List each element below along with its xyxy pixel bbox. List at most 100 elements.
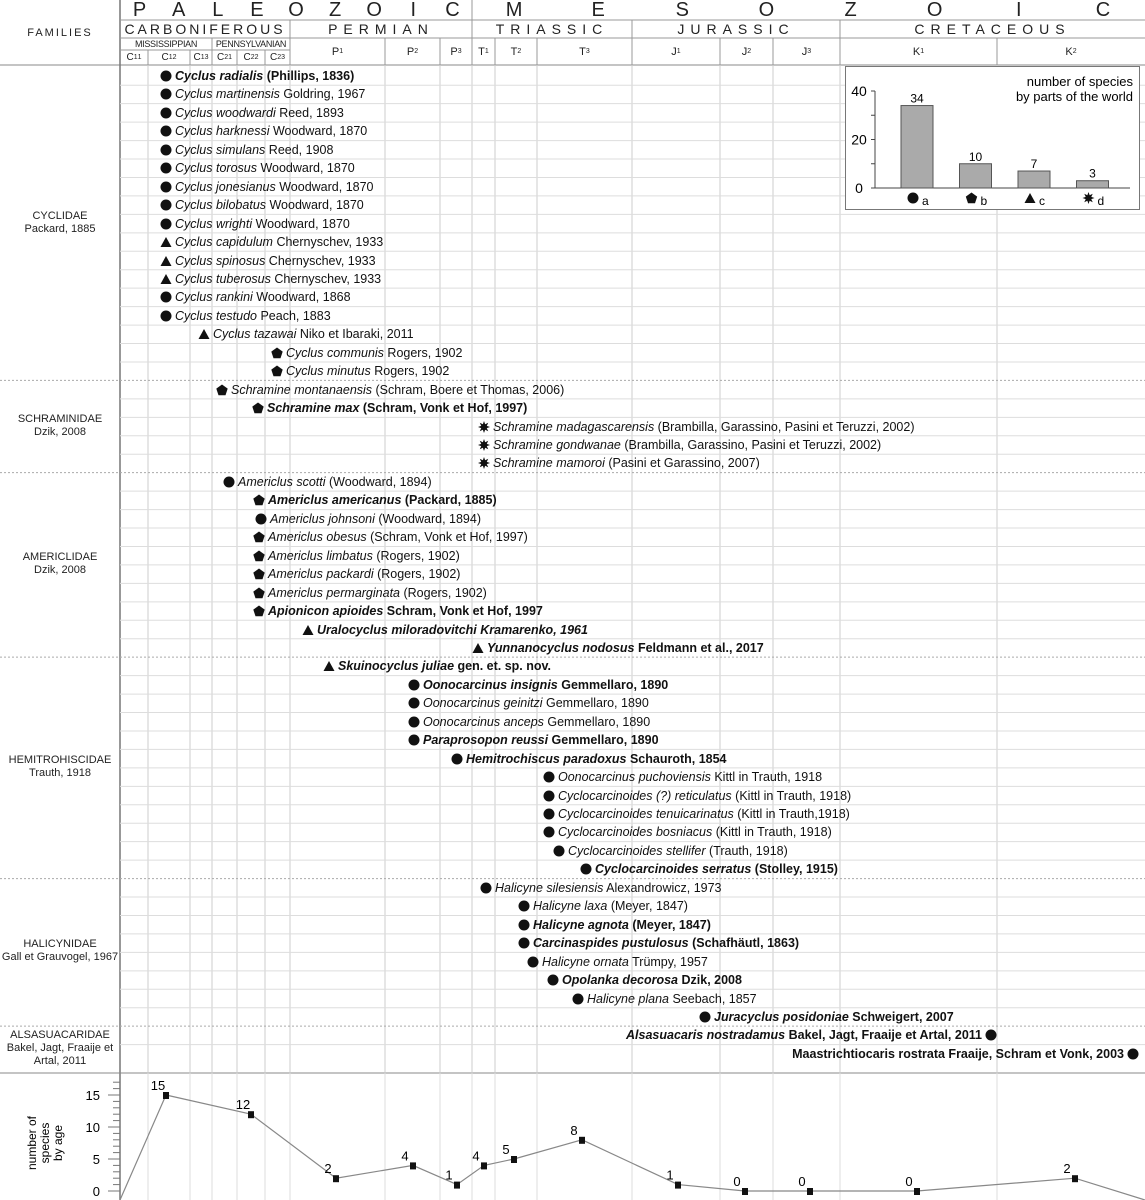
species-author: (Woodward, 1894) [325, 474, 432, 489]
pentagon-symbol-icon [965, 192, 978, 204]
triangle-legend-icon [1024, 193, 1036, 203]
species-label: Cyclus wrighti Woodward, 1870 [175, 216, 350, 232]
subdivision-sub: 3 [585, 48, 590, 55]
subdivision-base: P [450, 45, 458, 58]
y-tick-label: 0 [93, 1184, 100, 1199]
species-name: Hemitrochiscus paradoxus [466, 751, 627, 766]
species-author: Goldring, 1967 [279, 87, 366, 102]
species-name: Cyclocarcinoides (?) reticulatus [558, 788, 732, 803]
family-author: Trauth, 1918 [29, 766, 91, 779]
circle-symbol-icon [160, 144, 172, 156]
y-tick-label: 10 [86, 1120, 100, 1135]
species-entry: Cyclus tuberosus Chernyschev, 1933 [160, 271, 381, 287]
period-cretaceous: CRETACEOUS [914, 21, 1071, 37]
species-label: Cyclus minutus Rogers, 1902 [286, 363, 449, 379]
subdivision-sub: 1 [168, 54, 173, 61]
species-name: Cyclocarcinoides serratus [595, 862, 752, 877]
subdivision-sub: 1 [920, 48, 925, 55]
pentagon-symbol-icon [253, 587, 265, 598]
species-entry: Cyclus woodwardi Reed, 1893 [160, 105, 344, 121]
species-label: Maastrichtiocaris rostrata Fraaije, Schr… [792, 1046, 1124, 1062]
y-axis-label: number ofspeciesby age [25, 1115, 65, 1170]
species-name: Cyclus minutus [286, 364, 371, 379]
species-entry: Cyclus spinosus Chernyschev, 1933 [160, 253, 376, 269]
species-name: Cyclus torosus [175, 161, 257, 176]
species-label: Cyclocarcinoides stellifer (Trauth, 1918… [568, 843, 788, 859]
species-author: (Packard, 1885) [401, 493, 497, 508]
species-name: Schramine mamoroi [493, 456, 605, 471]
species-author: Peach, 1883 [256, 308, 331, 323]
species-label: Cyclus communis Rogers, 1902 [286, 345, 462, 361]
subdivision-sub: 2 [277, 54, 282, 61]
species-author: Schram, Vonk et Hof, 1997 [383, 604, 543, 619]
bar-c [1017, 170, 1051, 189]
species-author: Reed, 1893 [275, 105, 344, 120]
species-name: Schramine montanaensis [231, 382, 373, 397]
circle-symbol-icon [160, 218, 172, 230]
species-name: Oonocarcinus insignis [423, 677, 558, 692]
era-letter: S [675, 0, 689, 21]
species-label: Alsasuacaris nostradamus Bakel, Jagt, Fr… [626, 1027, 982, 1043]
species-author: (Brambilla, Garassino, Pasini et Teruzzi… [654, 419, 915, 434]
species-name: Cyclus martinensis [175, 87, 280, 102]
species-label: Opolanka decorosa Dzik, 2008 [562, 972, 742, 988]
species-label: Halicyne agnota (Meyer, 1847) [533, 917, 711, 933]
subdivision-base: C [243, 52, 251, 63]
family-alsasuacaridae: ALSASUACARIDAE Bakel, Jagt, Fraaije et Ar… [0, 1029, 120, 1068]
species-entry: Maastrichtiocaris rostrata Fraaije, Schr… [792, 1046, 1139, 1062]
star-symbol-icon [478, 439, 490, 451]
species-author: Niko et Ibaraki, 2011 [296, 327, 414, 342]
triangle-symbol-icon [160, 273, 172, 284]
pentagon-symbol-icon [271, 347, 283, 359]
subdivision-sub: 2 [250, 54, 255, 61]
species-name: Cyclus simulans [175, 142, 266, 157]
circle-symbol-icon [160, 310, 172, 322]
species-name: Halicyne agnota [533, 917, 629, 932]
data-point-P2 [410, 1162, 416, 1170]
species-name: Uralocyclus miloradovitchi Kramarenko, 1… [317, 622, 588, 637]
era-letter: Z [844, 0, 857, 21]
era-letter: C [1095, 0, 1111, 21]
circle-symbol-icon [985, 1029, 997, 1041]
pentagon-symbol-icon [253, 605, 265, 617]
species-label: Americlus johnsoni (Woodward, 1894) [270, 511, 481, 527]
subdivision-base: T [579, 45, 586, 58]
data-point-C2² [248, 1111, 254, 1119]
species-name: Cyclus communis [286, 345, 384, 360]
species-label: Cyclus tazawai Niko et Ibaraki, 2011 [213, 326, 414, 342]
data-point-J2 [742, 1188, 748, 1195]
era-letter: I [1016, 0, 1022, 21]
circle-symbol-icon [543, 771, 555, 783]
species-name: Americlus johnsoni [270, 511, 375, 526]
y-tick-label: 5 [93, 1152, 100, 1167]
species-entry: Americlus johnsoni (Woodward, 1894) [255, 511, 481, 527]
data-label: 8 [570, 1123, 577, 1138]
species-label: Americlus americanus (Packard, 1885) [268, 492, 497, 508]
species-name: Juracyclus posidoniae [714, 1009, 849, 1024]
species-author: (Meyer, 1847) [607, 899, 688, 914]
species-name: Halicyne plana [587, 991, 669, 1006]
pentagon-symbol-icon [216, 384, 228, 395]
era-letter: I [410, 0, 417, 21]
subdivision-base: J [741, 45, 748, 58]
pentagon-symbol-icon [253, 568, 265, 580]
triangle-symbol-icon [302, 624, 314, 635]
species-entry: Hemitrochiscus paradoxus Schauroth, 1854 [451, 751, 727, 767]
subdivision-sub: 2 [1072, 48, 1077, 55]
data-label: 0 [798, 1174, 805, 1189]
species-entry: Paraprosopon reussi Gemmellaro, 1890 [408, 732, 659, 748]
epoch-mississippian: MISSISSIPPIAN [134, 39, 198, 49]
star-legend-icon [1082, 192, 1095, 204]
subdivision-base: T [478, 45, 485, 58]
species-entry: Halicyne ornata Trümpy, 1957 [527, 954, 708, 970]
era-letter: O [288, 0, 304, 21]
subdivision-base: P [406, 45, 415, 58]
data-point-J3 [807, 1188, 813, 1195]
family-author: Dzik, 2008 [34, 563, 86, 576]
data-label: 0 [905, 1174, 912, 1189]
